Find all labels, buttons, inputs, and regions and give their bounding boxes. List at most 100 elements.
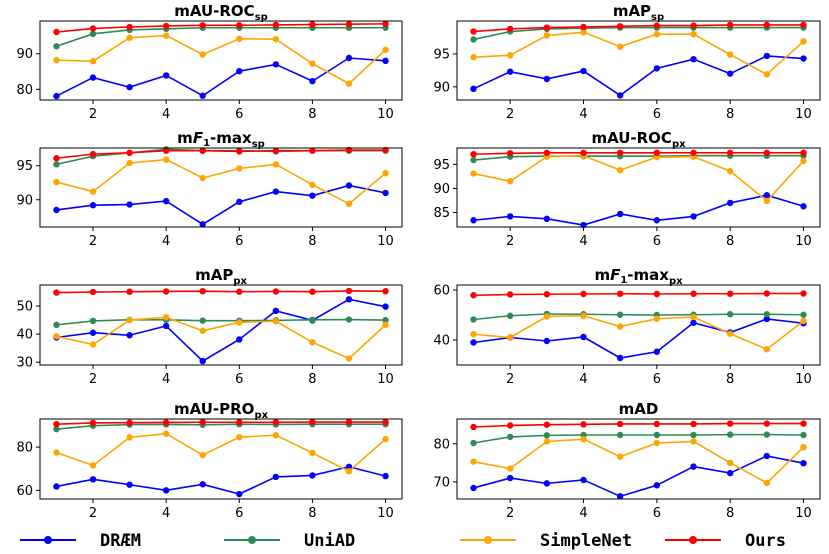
data-point: [580, 312, 587, 319]
data-point: [726, 420, 734, 427]
series-simplenet: [470, 312, 807, 353]
data-point: [580, 28, 587, 36]
data-point: [162, 32, 170, 39]
data-point: [800, 38, 807, 45]
data-point: [309, 418, 316, 426]
x-tick-label: 6: [235, 234, 243, 249]
data-point: [690, 313, 697, 321]
data-point: [616, 323, 624, 330]
data-point: [690, 463, 697, 470]
data-point: [470, 28, 477, 35]
data-point: [653, 482, 661, 489]
data-point: [53, 333, 60, 340]
data-point: [470, 151, 477, 158]
series-draem: [53, 463, 389, 498]
series-line-simplenet: [56, 316, 387, 360]
data-point: [89, 329, 97, 336]
data-point: [506, 52, 514, 59]
data-point: [653, 22, 661, 29]
series-line-simplenet: [473, 438, 805, 484]
y-tick-label: 80: [433, 437, 450, 452]
data-point: [272, 188, 280, 195]
series-line-uniad: [56, 318, 386, 326]
data-point: [763, 149, 771, 157]
panel-title: mAD: [619, 400, 659, 418]
data-point: [800, 290, 807, 297]
data-point: [800, 431, 807, 439]
data-point: [543, 337, 551, 345]
data-point: [580, 421, 587, 428]
series-line-simplenet: [56, 34, 387, 85]
series-line-uniad: [473, 313, 804, 321]
data-point: [506, 150, 514, 157]
x-tick-label: 4: [579, 372, 587, 387]
x-tick-label: 6: [653, 234, 661, 249]
legend-marker: [689, 536, 697, 544]
data-point: [345, 316, 353, 323]
data-point: [199, 357, 206, 365]
series-line-draem: [473, 318, 804, 359]
data-point: [616, 149, 624, 157]
data-point: [653, 290, 661, 298]
panel-8: 2 4 6 8 10 70 80 mAD: [433, 400, 821, 521]
x-tick-label: 6: [653, 107, 661, 122]
data-point: [309, 449, 316, 457]
data-point: [763, 431, 771, 438]
data-point: [616, 354, 624, 362]
series-line-ours: [473, 152, 804, 156]
data-point: [726, 51, 734, 58]
data-point: [272, 21, 280, 29]
y-tick-label: 60: [433, 284, 450, 299]
data-point: [199, 287, 206, 295]
x-tick-label: 4: [162, 234, 170, 249]
series-ours: [470, 149, 807, 158]
series-uniad: [470, 310, 807, 323]
data-point: [199, 419, 206, 426]
data-point: [53, 321, 60, 329]
data-point: [382, 316, 389, 324]
data-point: [89, 74, 97, 81]
x-tick-label: 8: [308, 372, 316, 387]
data-point: [89, 341, 97, 348]
data-point: [690, 420, 697, 428]
data-point: [470, 156, 477, 164]
data-point: [199, 22, 206, 29]
data-point: [543, 432, 551, 439]
data-point: [506, 178, 514, 185]
series-line-ours: [473, 292, 804, 297]
series-line-uniad: [56, 423, 386, 430]
y-tick-label: 90: [433, 80, 450, 95]
data-point: [580, 67, 587, 75]
series-line-ours: [473, 24, 804, 33]
data-point: [309, 339, 316, 346]
data-point: [53, 289, 60, 296]
data-point: [763, 21, 771, 29]
data-point: [763, 197, 771, 205]
data-point: [616, 453, 624, 460]
data-point: [126, 316, 133, 324]
x-tick-label: 4: [579, 107, 587, 122]
data-point: [382, 57, 389, 65]
data-point: [470, 54, 477, 61]
panel-title: mAU-ROCsp: [174, 2, 268, 23]
data-point: [470, 484, 477, 492]
series-line-draem: [56, 298, 386, 363]
data-point: [53, 92, 60, 100]
data-point: [236, 490, 243, 498]
data-point: [345, 287, 353, 295]
data-point: [236, 319, 243, 326]
x-tick-label: 6: [235, 107, 243, 122]
x-tick-label: 2: [89, 372, 97, 387]
data-point: [272, 318, 280, 325]
data-point: [272, 288, 280, 295]
data-point: [690, 213, 697, 220]
y-tick-label: 90: [16, 47, 33, 62]
data-point: [162, 322, 170, 330]
data-point: [690, 22, 697, 29]
data-point: [726, 431, 734, 438]
legend-marker: [248, 536, 256, 544]
data-point: [53, 28, 60, 36]
axes-frame: [39, 418, 403, 500]
y-tick-label: 30: [16, 356, 33, 371]
data-point: [506, 25, 514, 33]
